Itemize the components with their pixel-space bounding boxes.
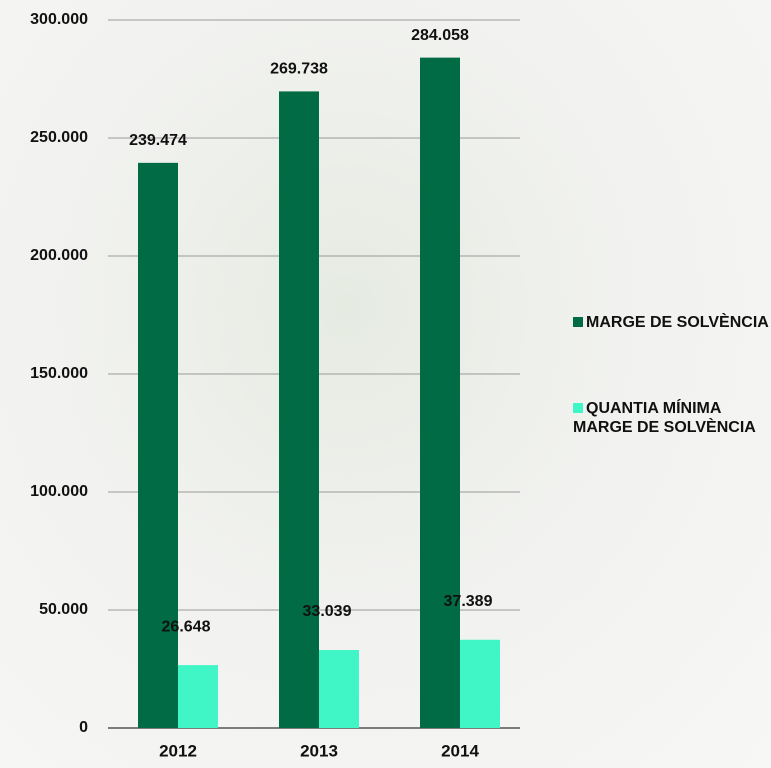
legend-label: QUANTIA MÍNIMA MARGE DE SOLVÈNCIA <box>573 400 756 436</box>
legend-swatch <box>573 317 583 327</box>
data-label: 239.474 <box>129 132 187 149</box>
y-tick-label: 100.000 <box>30 483 88 500</box>
data-label: 33.039 <box>303 603 352 620</box>
x-tick-label: 2012 <box>159 741 197 760</box>
bar <box>460 639 500 728</box>
x-tick-label: 2014 <box>441 741 479 760</box>
legend-label: MARGE DE SOLVÈNCIA <box>586 314 769 331</box>
y-tick-label: 150.000 <box>30 365 88 382</box>
y-tick-label: 50.000 <box>39 601 88 618</box>
legend-item: MARGE DE SOLVÈNCIA <box>573 313 769 332</box>
bar <box>420 57 460 729</box>
data-label: 284.058 <box>411 27 469 44</box>
bar <box>319 650 359 728</box>
data-label: 37.389 <box>444 593 493 610</box>
x-tick-label: 2013 <box>300 741 338 760</box>
y-tick-label: 200.000 <box>30 247 88 264</box>
bar <box>178 665 218 728</box>
bar <box>279 91 319 728</box>
data-label: 26.648 <box>162 618 211 635</box>
y-tick-label: 250.000 <box>30 129 88 146</box>
bar <box>138 162 178 728</box>
data-label: 269.738 <box>270 61 328 78</box>
legend-swatch <box>573 403 583 413</box>
y-tick-label: 0 <box>79 719 88 736</box>
legend-item: QUANTIA MÍNIMA MARGE DE SOLVÈNCIA <box>573 399 769 437</box>
y-tick-label: 300.000 <box>30 11 88 28</box>
